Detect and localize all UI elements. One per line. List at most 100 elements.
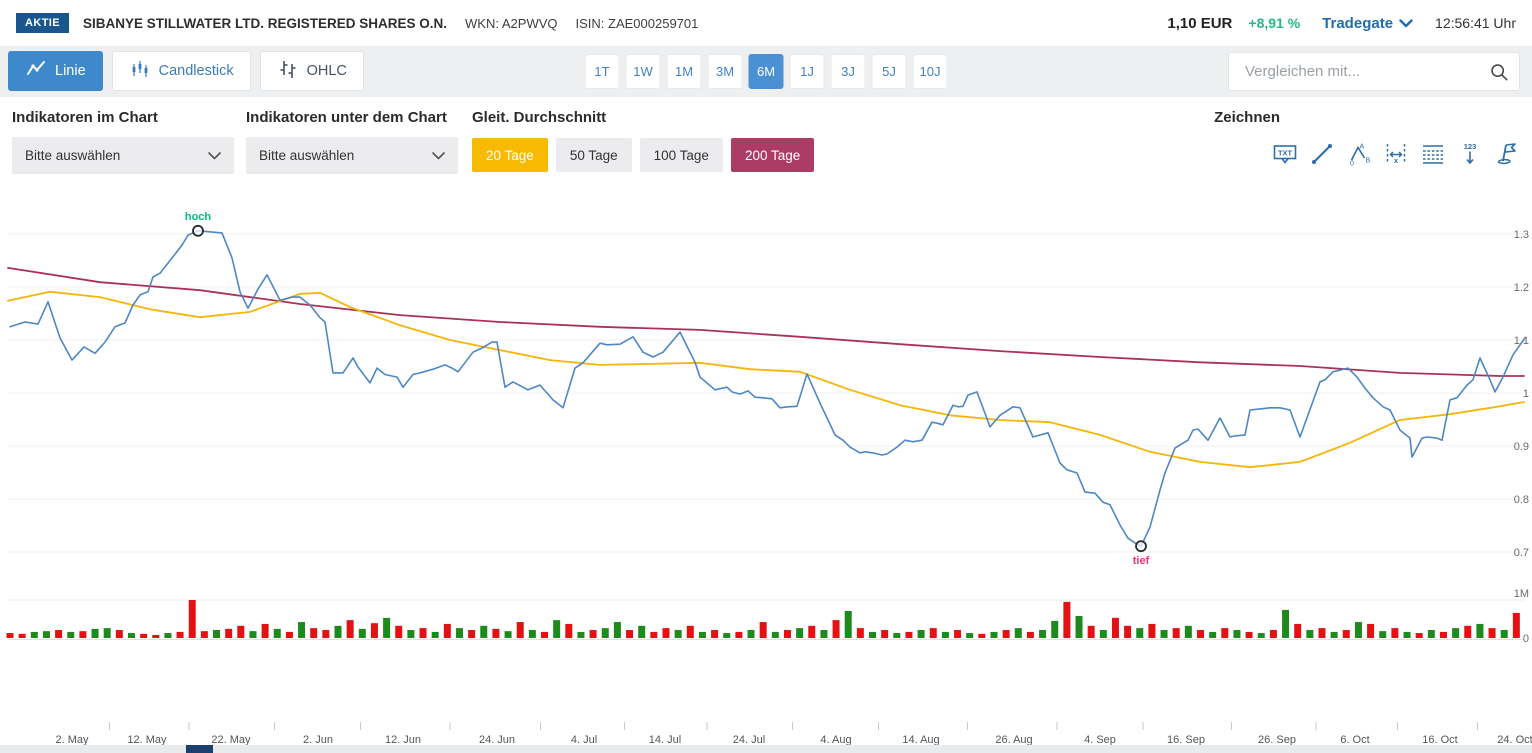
volume-bar — [1099, 630, 1107, 638]
text-annotation-tool-icon[interactable]: TXT — [1267, 136, 1302, 171]
volume-bar — [261, 623, 269, 638]
chart-type-ohlc[interactable]: OHLC — [259, 51, 364, 91]
chevron-down-icon — [208, 151, 221, 159]
low-marker-label: tief — [1133, 555, 1150, 567]
volume-bar — [1136, 628, 1144, 638]
volume-bar — [759, 622, 767, 638]
chart-type-linie[interactable]: Linie — [8, 51, 103, 91]
volume-bar — [1379, 631, 1387, 638]
volume-bar — [1160, 630, 1168, 638]
volume-bar — [115, 630, 123, 638]
volume-bar — [200, 631, 208, 638]
volume-bar — [796, 628, 804, 638]
volume-bar — [91, 628, 99, 638]
ma-button-20-tage[interactable]: 20 Tage — [472, 138, 548, 172]
volume-bar — [1051, 620, 1059, 638]
indicators-in-chart-heading: Indikatoren im Chart — [12, 109, 158, 126]
volume-bar — [152, 634, 160, 638]
wkn-label: WKN: A2PWVQ — [465, 15, 558, 31]
volume-bar — [1197, 630, 1205, 638]
period-button-10j[interactable]: 10J — [912, 54, 948, 89]
volume-bar — [455, 628, 463, 638]
volume-bar — [1002, 630, 1010, 638]
volume-bar — [869, 631, 877, 638]
volume-bar — [1354, 622, 1362, 638]
period-button-3m[interactable]: 3M — [707, 54, 743, 89]
volume-bar — [662, 628, 670, 638]
ma200-line — [7, 267, 1525, 377]
fibonacci-tool-icon[interactable] — [1415, 136, 1450, 171]
volume-bar — [1282, 609, 1290, 638]
search-icon[interactable] — [1489, 62, 1509, 82]
volume-bar — [103, 628, 111, 638]
period-button-1t[interactable]: 1T — [584, 54, 620, 89]
volume-bar — [407, 630, 415, 638]
volume-bar — [504, 631, 512, 638]
volume-bar — [650, 631, 658, 638]
ma20-line — [7, 290, 1525, 469]
volume-bar — [370, 623, 378, 638]
select-value: Bitte auswählen — [25, 148, 121, 163]
ma-button-50-tage[interactable]: 50 Tage — [555, 138, 632, 172]
high-marker-label: hoch — [185, 211, 212, 223]
volume-bar — [893, 633, 901, 638]
volume-bar — [1148, 623, 1156, 638]
measure-x-tool-icon[interactable]: x — [1378, 136, 1413, 171]
ma-button-100-tage[interactable]: 100 Tage — [639, 138, 723, 172]
volume-bar — [1087, 625, 1095, 638]
volume-bar — [881, 630, 889, 638]
trendline-tool-icon[interactable] — [1304, 136, 1339, 171]
chevron-down-icon — [432, 151, 445, 159]
period-button-1m[interactable]: 1M — [666, 54, 702, 89]
ma-button-200-tage[interactable]: 200 Tage — [730, 138, 815, 172]
volume-bar — [978, 633, 986, 638]
compare-input[interactable] — [1243, 62, 1489, 81]
flag-tool-icon[interactable] — [1489, 136, 1524, 171]
low-marker — [1135, 540, 1147, 553]
period-button-3j[interactable]: 3J — [830, 54, 866, 89]
volume-bar — [1342, 630, 1350, 638]
volume-bar — [249, 631, 257, 638]
volume-bar — [844, 611, 852, 638]
volume-axis-label: 1M — [1514, 588, 1529, 600]
volume-bar — [334, 625, 342, 638]
volume-bar — [771, 631, 779, 638]
high-marker — [192, 224, 204, 237]
period-button-1j[interactable]: 1J — [789, 54, 825, 89]
period-button-1w[interactable]: 1W — [625, 54, 661, 89]
volume-bar — [1245, 631, 1253, 638]
ohlc-icon — [277, 58, 299, 84]
price-axis-label: 1.1 — [1514, 335, 1529, 347]
indicators-below-chart-select[interactable]: Bitte auswählen — [246, 137, 458, 174]
svg-text:B: B — [1365, 157, 1370, 164]
volume-bar — [1233, 630, 1241, 638]
indicators-in-chart-select[interactable]: Bitte auswählen — [12, 137, 234, 174]
period-button-5j[interactable]: 5J — [871, 54, 907, 89]
volume-bar — [686, 625, 694, 638]
volume-bar — [674, 630, 682, 638]
chart-type-candlestick[interactable]: Candlestick — [111, 51, 251, 91]
svg-text:TXT: TXT — [1278, 148, 1292, 157]
volume-bar — [783, 630, 791, 638]
x-axis-label: 16. Sep — [1167, 734, 1205, 745]
svg-text:x: x — [1393, 156, 1398, 165]
count-arrow-tool-icon[interactable]: 123 — [1452, 136, 1487, 171]
volume-bar — [626, 630, 634, 638]
x-axis-label: 16. Oct — [1422, 734, 1457, 745]
volume-bar — [468, 630, 476, 638]
chart-area[interactable]: 1.3 1.2 1.1 1 0.9 0.8 0.7 1M 0 hoch tief 2. May 12. … — [0, 180, 1532, 746]
volume-bar — [966, 633, 974, 638]
volume-bar — [237, 625, 245, 638]
svg-text:0: 0 — [1350, 160, 1354, 167]
isin-label: ISIN: ZAE000259701 — [575, 15, 699, 31]
volume-axis-label: 0 — [1523, 633, 1529, 645]
volume-bar — [1476, 623, 1484, 638]
volume-bar — [601, 628, 609, 638]
chevron-down-icon — [1399, 18, 1413, 27]
period-button-6m[interactable]: 6M — [748, 54, 784, 89]
exchange-selector[interactable]: Tradegate — [1322, 15, 1413, 32]
volume-bar — [1039, 630, 1047, 638]
volume-bar — [1452, 628, 1460, 638]
x-axis-label: 24. Jun — [479, 734, 515, 745]
